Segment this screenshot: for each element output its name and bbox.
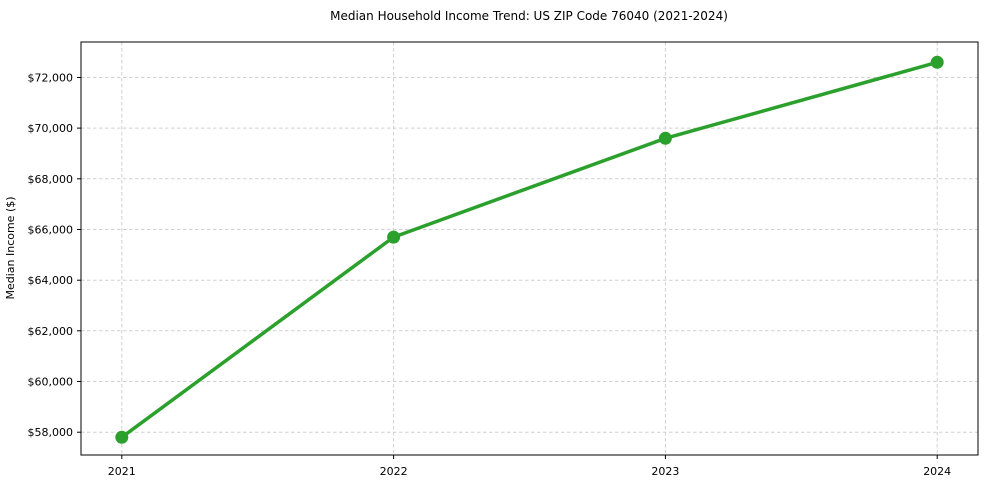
y-tick-label: $70,000 bbox=[28, 122, 74, 135]
y-tick-label: $72,000 bbox=[28, 72, 74, 85]
plot-border bbox=[80, 41, 979, 456]
y-tick-label: $66,000 bbox=[28, 224, 74, 237]
y-tick-label: $62,000 bbox=[28, 325, 74, 338]
y-tick-label: $68,000 bbox=[28, 173, 74, 186]
axes-layer: $58,000 $60,000 $62,000 $64,000 $66,000 $68,0… bbox=[28, 41, 979, 478]
grid-layer bbox=[81, 42, 978, 455]
trend-line bbox=[120, 60, 939, 440]
data-point-2021 bbox=[115, 430, 129, 444]
y-tick-label: $64,000 bbox=[28, 274, 74, 287]
chart-title: Median Household Income Trend: US ZIP Co… bbox=[330, 9, 728, 23]
x-tick-label: 2023 bbox=[651, 465, 679, 478]
x-tick-label: 2022 bbox=[380, 465, 408, 478]
data-point-2024 bbox=[930, 55, 944, 69]
y-tick-label: $60,000 bbox=[28, 376, 74, 389]
series-layer bbox=[115, 55, 944, 444]
y-tick-label: $58,000 bbox=[28, 426, 74, 439]
x-tick-label: 2024 bbox=[923, 465, 951, 478]
x-tick-label: 2021 bbox=[108, 465, 136, 478]
data-point-2023 bbox=[658, 131, 672, 145]
y-axis-label: Median Income ($) bbox=[4, 196, 17, 299]
data-point-2022 bbox=[387, 230, 401, 244]
